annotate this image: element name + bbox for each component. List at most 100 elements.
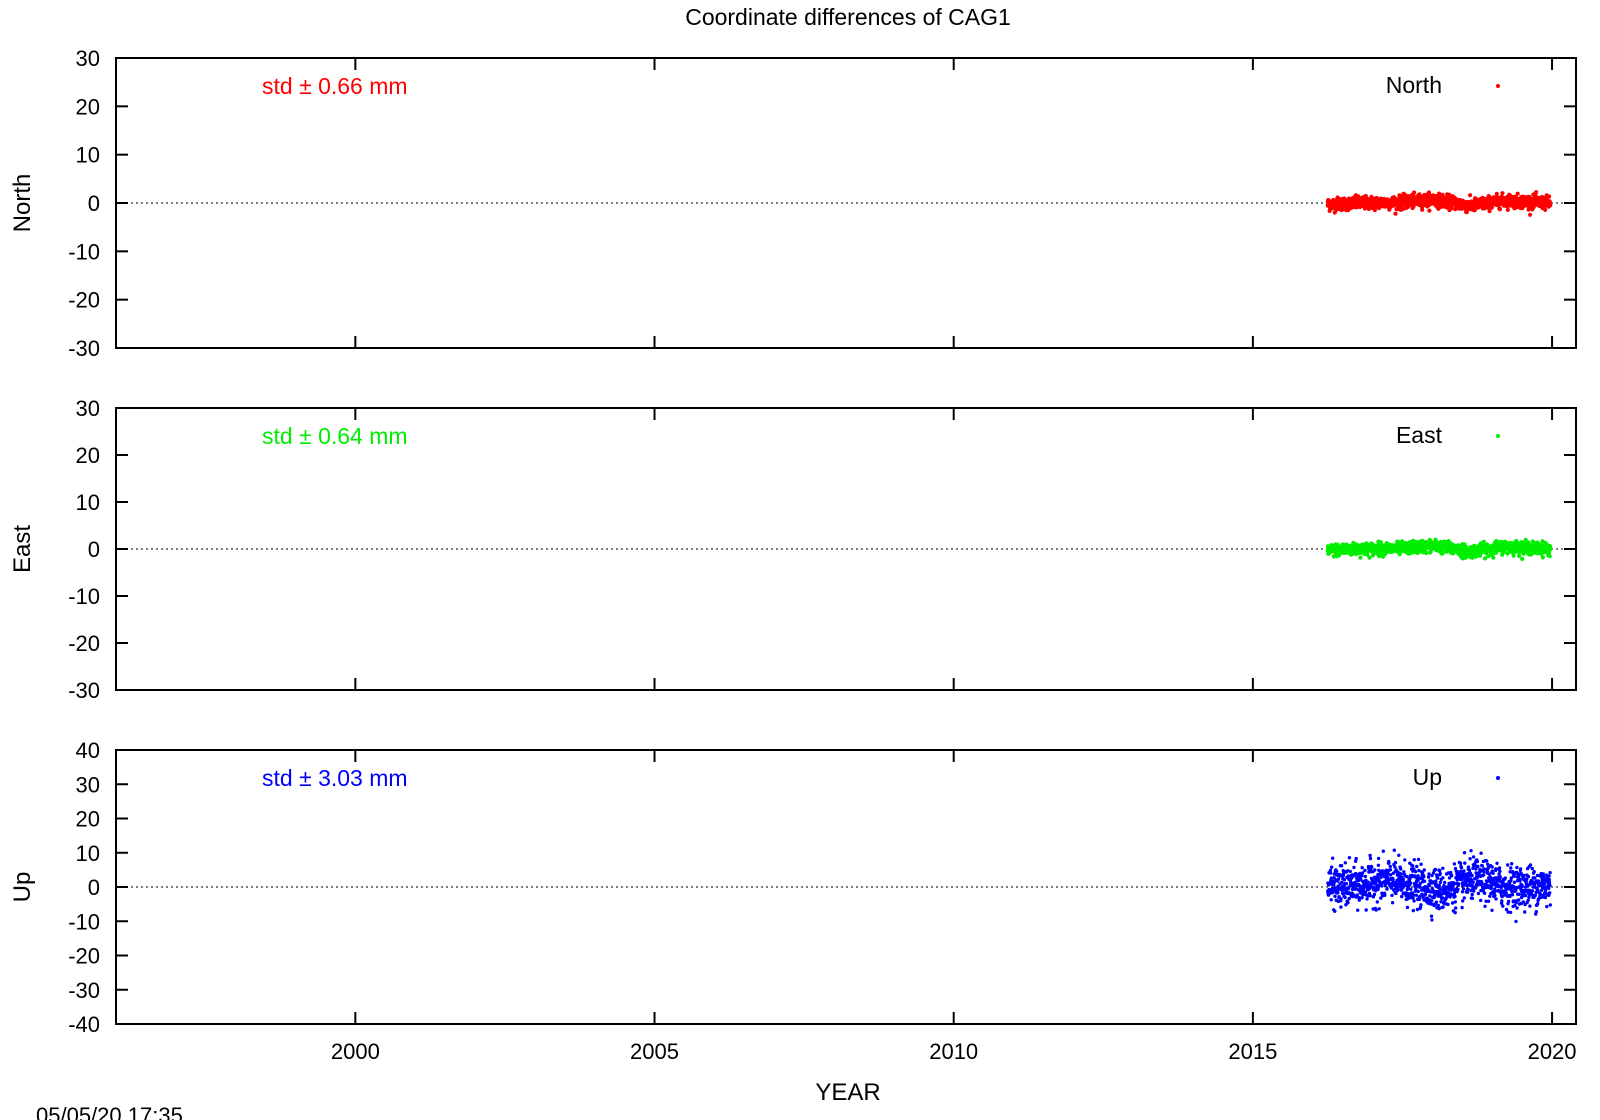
data-point [1343,861,1348,865]
data-point [1417,897,1422,902]
data-point [1368,894,1373,898]
data-point [1347,896,1351,901]
data-point [1430,873,1434,878]
data-point [1490,865,1494,869]
data-point [1331,856,1335,860]
data-point [1441,905,1445,909]
data-point [1534,190,1539,195]
data-point [1379,884,1384,888]
data-point [1429,890,1433,894]
data-point [1547,554,1552,559]
data-point [1366,880,1370,884]
data-point [1438,868,1442,873]
data-point [1509,876,1514,880]
data-point [1411,893,1416,897]
data-point [1495,861,1499,865]
data-point [1411,896,1415,900]
data-point [1530,866,1535,871]
data-point [1547,880,1552,885]
data-point [1543,888,1548,893]
data-point [1473,886,1478,890]
data-point [1438,880,1443,885]
y-tick-label: 40 [76,738,100,763]
data-point [1452,882,1456,886]
data-point [1493,889,1498,893]
data-point [1491,871,1495,875]
y-tick-label: 10 [76,490,100,515]
data-point [1503,876,1508,880]
x-tick-label: 2020 [1528,1039,1577,1064]
data-point [1385,887,1389,891]
data-point [1360,874,1364,878]
data-point [1423,892,1428,897]
data-point [1410,873,1414,877]
data-point [1486,866,1491,870]
data-point [1347,856,1352,860]
data-point [1329,876,1334,880]
data-point [1479,898,1483,903]
data-point [1533,893,1538,897]
data-point [1388,868,1393,872]
data-point [1335,869,1339,874]
data-point [1393,865,1397,869]
data-point [1515,191,1520,196]
data-point [1450,874,1454,878]
data-point [1339,897,1343,901]
data-point [1346,874,1351,878]
data-point [1393,211,1398,216]
x-axis: 2000 2005 2010 2015 2020 [331,1039,1577,1064]
data-point [1408,881,1413,885]
data-point [1515,906,1519,910]
data-point [1513,903,1517,908]
y-tick-label: 30 [76,772,100,797]
data-point [1437,883,1442,888]
data-point [1342,878,1347,882]
data-point [1488,894,1492,898]
data-point [1379,875,1383,879]
legend-marker [1496,776,1500,780]
data-point [1356,194,1361,199]
data-point [1420,207,1425,212]
data-point [1445,895,1449,899]
y-tick-label: -10 [68,909,100,934]
data-point [1381,849,1386,853]
y-axis-label: North [9,174,36,233]
data-point [1514,919,1518,924]
data-point [1360,871,1365,875]
x-tick-label: 2015 [1228,1039,1277,1064]
data-point [1468,193,1473,198]
data-point [1364,908,1368,912]
data-point [1494,191,1499,196]
data-point [1489,886,1493,891]
data-point [1415,907,1420,912]
y-tick-label: 30 [76,396,100,421]
data-point [1472,889,1476,893]
data-point [1416,878,1420,882]
data-point [1460,905,1464,910]
y-tick-label: 0 [88,875,100,900]
data-point [1528,904,1532,908]
data-point [1523,910,1527,914]
y-tick-label: 20 [76,443,100,468]
data-point [1433,892,1437,896]
data-point [1518,879,1522,883]
data-point [1412,858,1417,862]
data-point [1456,882,1461,887]
data-point [1443,880,1447,885]
data-point [1452,862,1457,866]
data-point [1505,207,1510,212]
y-tick-label: -20 [68,631,100,656]
data-point [1343,895,1347,900]
data-point [1440,551,1445,556]
data-point [1501,904,1505,908]
data-point [1390,893,1394,898]
data-point [1462,896,1467,900]
data-point [1486,899,1491,903]
data-point [1411,864,1415,868]
series-points [1325,190,1553,217]
data-point [1485,859,1489,863]
data-point [1540,555,1545,560]
data-point [1482,891,1487,895]
data-point [1481,539,1486,544]
